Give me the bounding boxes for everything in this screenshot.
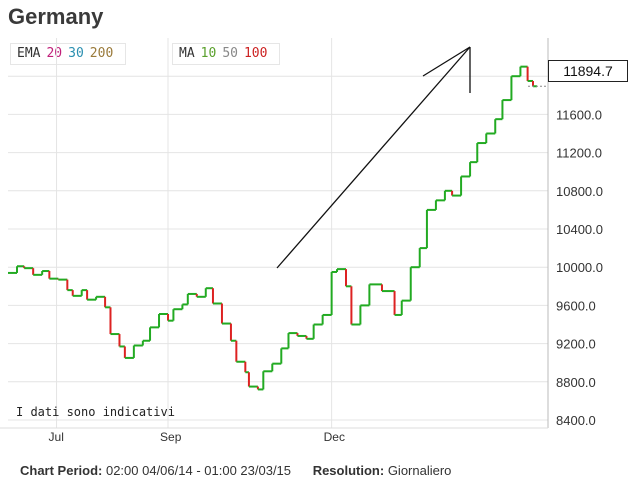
current-value-label: 11894.7 xyxy=(548,60,628,82)
y-tick-label: 8400.0 xyxy=(556,413,596,428)
period-value: 02:00 04/06/14 - 01:00 23/03/15 xyxy=(105,463,292,478)
ma-period-50: 50 xyxy=(222,46,238,61)
chart-title: Germany xyxy=(8,4,104,29)
ema-period-20: 20 xyxy=(46,46,63,61)
ma-label: MA xyxy=(179,46,195,61)
x-tick-label: Dec xyxy=(324,430,345,444)
ema-period-200: 200 xyxy=(89,46,114,61)
y-tick-label: 9600.0 xyxy=(556,298,596,313)
y-tick-label: 10400.0 xyxy=(556,222,603,237)
y-tick-label: 10800.0 xyxy=(556,184,603,199)
y-tick-label: 10000.0 xyxy=(556,260,603,275)
x-tick-label: Sep xyxy=(160,430,182,444)
y-tick-label: 9200.0 xyxy=(556,337,596,352)
ma-period-100: 100 xyxy=(243,46,268,61)
chart-footer: Chart Period: 02:00 04/06/14 - 01:00 23/… xyxy=(20,463,451,478)
ema-legend[interactable]: EMA 20 30 200 xyxy=(10,43,127,65)
y-tick-label: 8800.0 xyxy=(556,375,596,390)
resolution-label: Resolution: xyxy=(312,463,385,478)
ema-label: EMA xyxy=(17,46,41,61)
x-tick-label: Jul xyxy=(49,430,64,444)
ema-period-30: 30 xyxy=(68,46,84,61)
trend-arrow-head xyxy=(422,46,471,77)
ma-legend[interactable]: MA 10 50 100 xyxy=(172,43,281,65)
resolution-value: Giornaliero xyxy=(387,463,452,478)
trend-arrow xyxy=(276,46,471,269)
y-tick-label: 11200.0 xyxy=(556,146,602,161)
indicative-note: I dati sono indicativi xyxy=(16,405,175,419)
y-tick-label: 11600.0 xyxy=(556,107,602,122)
period-label: Chart Period: xyxy=(20,463,103,478)
ma-period-10: 10 xyxy=(200,46,217,61)
